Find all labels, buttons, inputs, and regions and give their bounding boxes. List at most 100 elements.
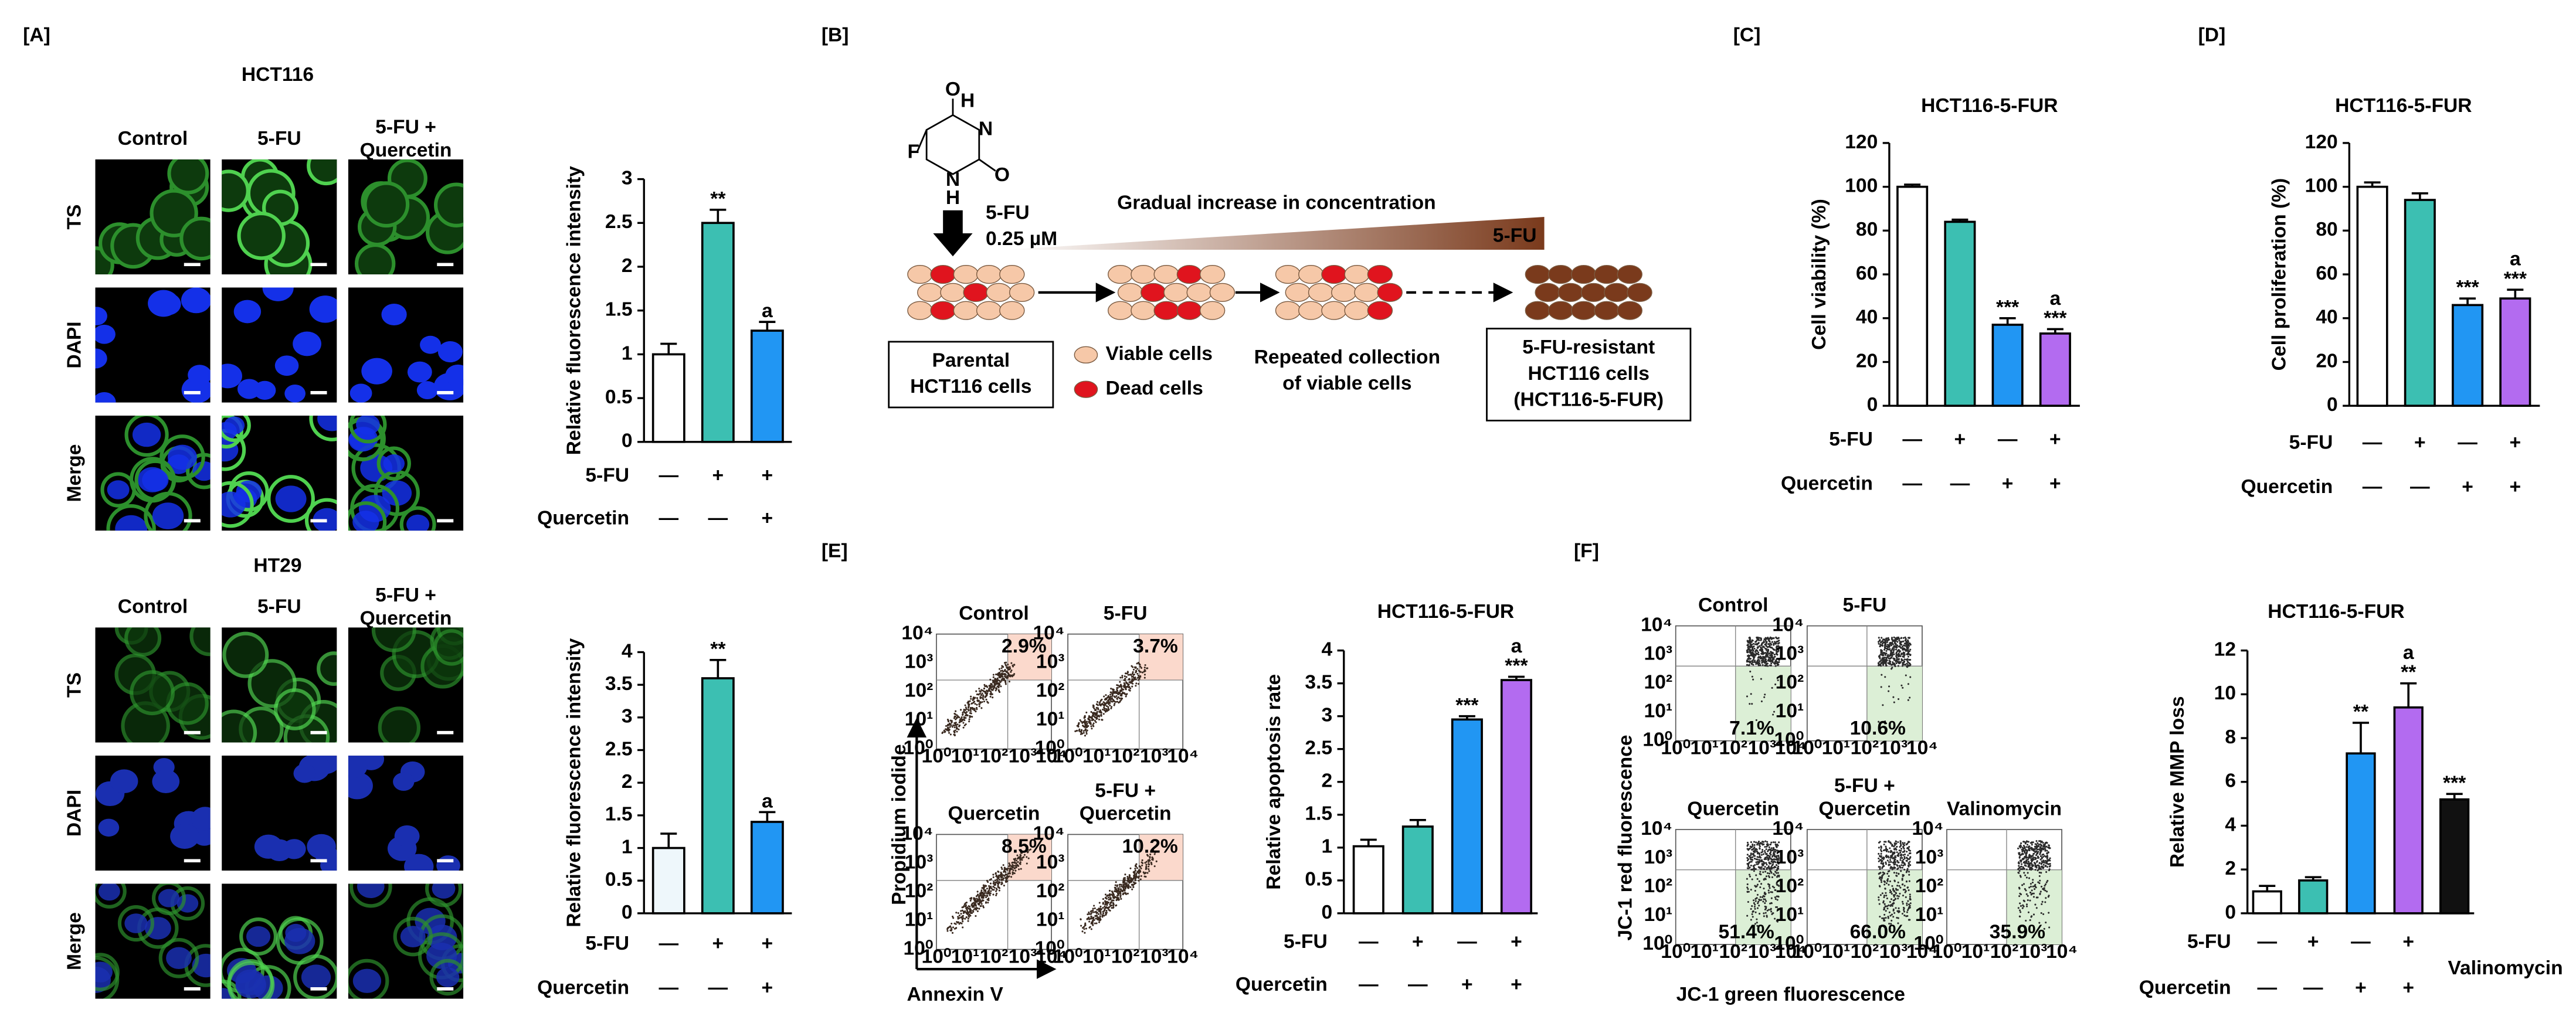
gradient-label: Gradual increase in concentration [1117,192,1436,213]
event-dot [1133,882,1136,884]
event-dot [1909,658,1912,661]
event-dot [1885,640,1887,642]
event-dot [1102,898,1104,900]
event-dot [995,673,997,675]
event-dot [1774,917,1776,920]
event-dot [1878,643,1880,645]
event-dot [1889,900,1891,903]
event-dot [1907,699,1909,701]
event-dot [993,686,996,688]
event-dot [2023,872,2025,874]
event-dot [967,907,969,909]
atom: F [907,141,919,163]
event-dot [1892,889,1895,891]
event-dot [2046,866,2048,868]
event-dot [989,882,992,885]
panel-label: [A] [23,25,50,46]
event-dot [1753,855,1755,857]
panel-label: [C] [1733,25,1761,46]
cell [1627,283,1652,302]
treatment-sign: — [659,507,678,529]
event-dot [969,700,971,702]
event-dot [1884,888,1886,890]
log-tick: 10³ [1036,851,1065,873]
y-tick-label: 0.5 [605,869,633,890]
box [1486,328,1692,421]
event-dot [1754,890,1756,892]
event-dot [1747,648,1750,650]
event-dot [971,716,973,718]
event-dot [1885,650,1888,652]
event-dot [1092,909,1094,912]
event-dot [1765,875,1767,878]
event-dot [1752,843,1754,845]
event-dot [1004,683,1007,685]
event-dot [1890,644,1893,647]
event-dot [959,720,962,722]
event-dot [944,730,946,733]
event-dot [1765,907,1767,910]
event-dot [1907,639,1909,641]
cells [222,159,337,275]
event-dot [1012,869,1014,871]
event-dot [1753,657,1755,660]
event-dot [1099,917,1101,919]
event-dot [1887,637,1889,639]
nucleus [352,511,379,531]
cells [222,415,337,531]
event-dot [1883,895,1886,897]
event-dot [2045,897,2047,899]
event-dot [1899,841,1902,843]
cell [1176,301,1203,320]
log-tick: 10⁴ [2046,941,2078,963]
event-dot [1763,898,1765,900]
event-dot [1893,653,1895,655]
event-dot [2041,900,2044,903]
event-dot [1112,692,1114,694]
event-dot [1769,856,1771,858]
legend-text: Dead cells [1106,378,1203,399]
event-dot [2042,913,2045,915]
event-dot [1902,648,1904,651]
event-dot [953,715,956,718]
event-dot [1897,861,1899,864]
event-dot [1133,877,1135,879]
event-dot [1909,893,1911,896]
event-dot [1898,849,1900,852]
quadrant-shade [1866,666,1922,741]
micrograph [95,159,211,275]
event-dot [1896,875,1898,877]
event-dot [1751,848,1753,851]
event-dot [1885,845,1887,848]
log-tick: 10² [980,946,1009,967]
event-dot [1777,908,1779,910]
event-dot [1136,867,1138,869]
event-dot [978,703,980,705]
event-dot [975,905,977,907]
nucleus [407,361,432,383]
event-dot [1891,637,1893,639]
event-dot [1769,887,1771,889]
event-dot [1893,864,1895,866]
event-dot [1894,665,1896,667]
event-dot [1112,907,1114,909]
event-dot [1124,889,1126,891]
log-tick: 10³ [1915,847,1944,868]
event-dot [1107,702,1109,704]
cell [1298,301,1324,320]
event-dot [998,676,1000,678]
event-dot [1892,661,1894,664]
event-dot [1777,872,1779,874]
nucleus [170,824,199,849]
event-dot [1776,849,1778,852]
event-dot [1121,677,1124,679]
plot-title: Quercetin [1080,803,1172,825]
event-dot [1761,842,1763,845]
event-dot [1891,905,1893,907]
event-dot [2031,847,2033,849]
event-dot [995,894,997,896]
event-dot [1141,864,1143,866]
event-dot [1908,845,1910,848]
event-dot [1897,841,1899,844]
nucleus [95,392,116,403]
